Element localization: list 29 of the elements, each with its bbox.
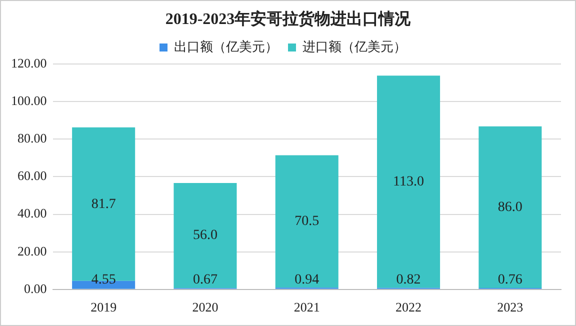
data-label: 70.5: [294, 214, 320, 230]
bar: [478, 126, 542, 288]
bar: [377, 76, 440, 288]
x-tick-label: 2019: [90, 300, 117, 315]
x-tick-label: 2020: [192, 300, 218, 315]
y-tick-label: 120.00: [11, 55, 47, 70]
data-label: 0.82: [396, 272, 421, 288]
legend-label: 出口额（亿美元）: [174, 38, 278, 54]
chart-title: 2019-2023年安哥拉货物进出口情况: [164, 9, 412, 30]
y-tick-label: 80.00: [18, 130, 47, 146]
bar: [174, 182, 237, 288]
x-tick-label: 2023: [497, 300, 524, 315]
data-label: 56.0: [192, 228, 218, 244]
data-label: 81.7: [91, 196, 116, 212]
x-tick-label: 2021: [294, 300, 320, 315]
data-label: 0.67: [192, 272, 218, 288]
data-label: 86.0: [498, 200, 522, 215]
data-label: 4.55: [91, 272, 116, 288]
data-label: 0.76: [498, 272, 522, 288]
y-tick-label: 100.00: [11, 92, 47, 108]
y-tick-label: 40.00: [18, 206, 47, 221]
data-label: 0.94: [294, 272, 320, 288]
y-tick-label: 20.00: [18, 243, 47, 258]
legend-label: 进口额（亿美元）: [302, 38, 406, 54]
x-tick-label: 2022: [396, 300, 422, 315]
bar: [275, 155, 338, 288]
y-tick-label: 60.00: [18, 168, 47, 184]
y-tick-label: 0.00: [24, 280, 47, 296]
data-label: 113.0: [393, 174, 424, 190]
